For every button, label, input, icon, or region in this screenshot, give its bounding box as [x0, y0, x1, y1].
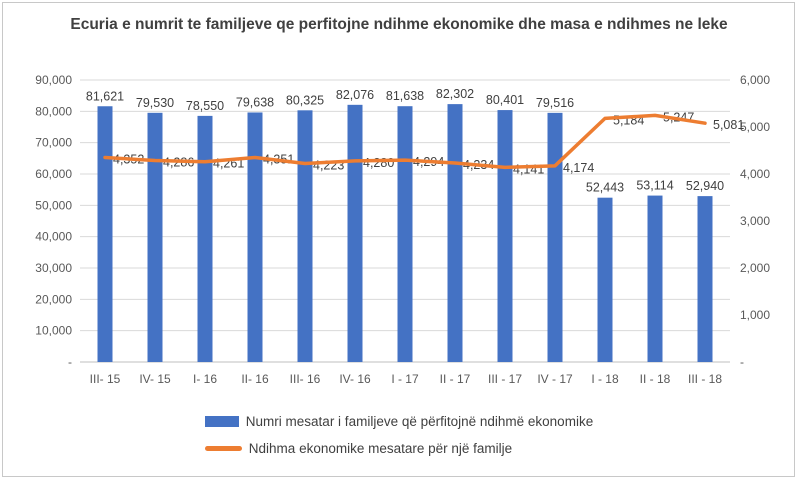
x-axis-tick-label: II- 16	[241, 372, 269, 386]
left-axis-tick-label: 70,000	[35, 136, 72, 150]
left-axis-tick-label: 60,000	[35, 167, 72, 181]
bar-data-label: 79,516	[536, 96, 574, 110]
x-axis-tick-label: IV- 15	[139, 372, 171, 386]
left-axis-tick-label: 80,000	[35, 104, 72, 118]
legend: Numri mesatar i familjeve që përfitojnë …	[0, 412, 798, 457]
x-axis-tick-label: IV- 16	[339, 372, 371, 386]
bar-data-label: 53,114	[636, 179, 673, 193]
x-axis-tick-label: II - 17	[440, 372, 471, 386]
bar	[147, 112, 163, 362]
legend-items: Numri mesatar i familjeve që përfitojnë …	[204, 412, 594, 457]
x-axis-tick-label: III- 16	[290, 372, 321, 386]
legend-label-bar-series: Numri mesatar i familjeve që përfitojnë …	[245, 413, 594, 429]
bar-data-label: 80,325	[286, 93, 324, 107]
bar	[97, 106, 113, 362]
bar-data-label: 79,638	[236, 95, 274, 109]
left-axis-tick-label: 90,000	[35, 73, 72, 87]
left-axis-tick-label: 30,000	[35, 261, 72, 275]
line-series-swatch-icon	[204, 445, 242, 451]
right-axis-tick-label: 5,000	[740, 120, 770, 134]
plot-area: - 10,000 20,000 30,000 40,000 50,000 60,000 70,…	[35, 73, 770, 386]
bar-data-label: 82,302	[436, 87, 474, 101]
left-axis-tick-label: -	[68, 355, 72, 369]
x-axis-tick-label: I - 17	[391, 372, 419, 386]
x-axis-tick-label: II - 18	[640, 372, 671, 386]
bar-data-label: 79,530	[136, 96, 174, 110]
bar-data-label: 81,621	[86, 89, 124, 103]
line-series	[103, 113, 707, 170]
bar	[297, 110, 313, 362]
right-axis-tick-label: 2,000	[740, 261, 770, 275]
bar	[347, 104, 363, 362]
x-axis-tick-label: I - 18	[591, 372, 619, 386]
bar	[547, 112, 563, 362]
legend-item-bar-series: Numri mesatar i familjeve që përfitojnë …	[204, 412, 594, 430]
bar-data-label: 80,401	[486, 93, 524, 107]
left-axis-tick-label: 10,000	[35, 324, 72, 338]
legend-item-line-series: Ndihma ekonomike mesatare për një familj…	[204, 439, 513, 457]
bar-data-label: 82,076	[336, 88, 374, 102]
bar	[197, 115, 213, 362]
bar-series-swatch-icon	[204, 415, 239, 427]
bar-data-label: 52,940	[686, 179, 724, 193]
bar	[397, 106, 413, 363]
x-axis-tick-label: III - 17	[488, 372, 522, 386]
right-axis-tick-label: 4,000	[740, 167, 770, 181]
right-axis-tick-label: -	[740, 355, 744, 369]
line-data-label: 4,280	[363, 156, 394, 170]
bar	[497, 110, 513, 362]
left-axis-tick-label: 50,000	[35, 198, 72, 212]
x-axis-tick-label: I- 16	[193, 372, 217, 386]
x-axis-tick-label: III- 15	[90, 372, 121, 386]
x-axis-tick-label: IV - 17	[537, 372, 573, 386]
right-axis-tick-label: 1,000	[740, 308, 770, 322]
chart-title: Ecuria e numrit te familjeve qe perfitoj…	[70, 16, 728, 33]
bar	[697, 196, 713, 362]
bar-data-label: 52,443	[586, 181, 624, 195]
left-axis-tick-label: 20,000	[35, 292, 72, 306]
bar	[447, 104, 463, 363]
left-axis-tick-label: 40,000	[35, 230, 72, 244]
x-axis-tick-label: III - 18	[688, 372, 722, 386]
bar-data-label: 78,550	[186, 99, 224, 113]
line-data-label: 4,141	[513, 162, 544, 176]
line-data-label: 4,174	[563, 161, 594, 175]
bar	[597, 197, 613, 362]
right-axis-tick-label: 6,000	[740, 73, 770, 87]
bar-data-label: 81,638	[386, 89, 424, 103]
bar	[647, 195, 663, 362]
line-data-label: 5,081	[713, 118, 744, 132]
right-axis-tick-label: 3,000	[740, 214, 770, 228]
bar	[247, 112, 263, 363]
legend-label-line-series: Ndihma ekonomike mesatare për një familj…	[248, 440, 513, 456]
